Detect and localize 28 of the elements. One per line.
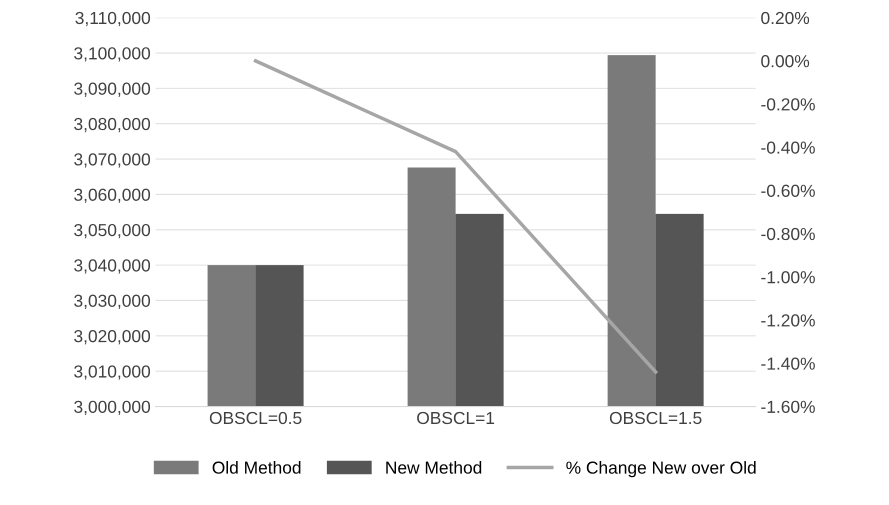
y2-tick-label: -0.80%: [761, 228, 815, 240]
x-tick-label: OBSCL=1: [417, 412, 494, 424]
y2-tick-label: -0.20%: [761, 98, 815, 111]
legend-label: New Method: [386, 461, 482, 474]
x-tick-label: OBSCL=0.5: [210, 412, 302, 424]
legend-label: Old Method: [212, 461, 300, 474]
y2-tick-label: -1.40%: [761, 357, 815, 370]
y2-tick-label: -0.60%: [761, 184, 815, 197]
y-tick-label: 3,030,000: [74, 294, 150, 309]
x-tick-label: OBSCL=1.5: [610, 412, 702, 424]
y-tick-label: 3,000,000: [74, 400, 150, 416]
y-tick-label: 3,040,000: [74, 259, 150, 274]
y2-tick-label: -1.00%: [761, 271, 815, 284]
y-tick-label: 3,100,000: [74, 47, 150, 62]
y-tick-label: 3,020,000: [74, 330, 150, 344]
y2-tick-label: 0.20%: [761, 12, 810, 24]
y2-tick-label: 0.00%: [761, 55, 810, 68]
y2-tick-label: -1.60%: [761, 400, 815, 413]
y-tick-label: 3,080,000: [74, 118, 150, 132]
y-tick-label: 3,050,000: [74, 224, 150, 238]
y-tick-label: 3,010,000: [74, 365, 150, 380]
y-tick-label: 3,070,000: [74, 153, 150, 168]
legend-label: % Change New over Old: [566, 461, 756, 478]
y-tick-label: 3,110,000: [75, 12, 150, 26]
y2-tick-label: -1.20%: [761, 314, 815, 327]
y2-tick-label: -0.40%: [761, 141, 815, 154]
y-tick-label: 3,090,000: [74, 82, 150, 97]
y-tick-label: 3,060,000: [74, 188, 150, 203]
